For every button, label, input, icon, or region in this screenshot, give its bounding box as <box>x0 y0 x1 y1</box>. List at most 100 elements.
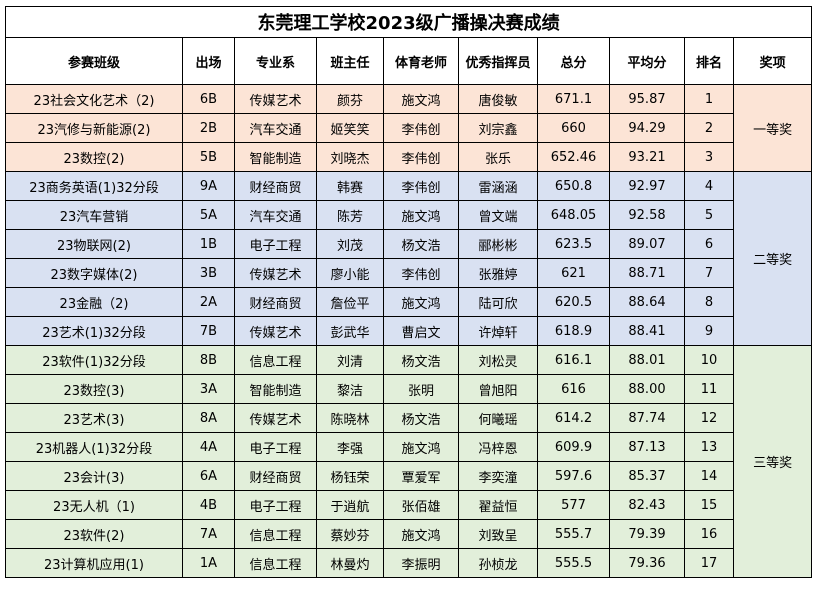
table-row: 23数控(3) 3A 智能制造 黎洁 张明 曾旭阳 616 88.00 11 <box>5 374 812 404</box>
pe-teacher-cell: 杨文浩 <box>383 229 459 259</box>
table-row: 23物联网(2) 1B 电子工程 刘茂 杨文浩 郦彬彬 623.5 89.07 6 <box>5 229 812 259</box>
average-cell: 79.36 <box>609 548 685 578</box>
pe-teacher-cell: 施文鸿 <box>383 84 459 114</box>
average-cell: 82.43 <box>609 490 685 520</box>
class-cell: 23汽修与新能源(2) <box>5 113 183 143</box>
leader-cell: 李奕潼 <box>458 461 538 491</box>
pe-teacher-cell: 覃爱军 <box>383 461 459 491</box>
average-cell: 85.37 <box>609 461 685 491</box>
order-cell: 9A <box>182 171 235 201</box>
head-teacher-cell: 蔡妙芬 <box>316 519 384 549</box>
head-teacher-cell: 陈芳 <box>316 200 384 230</box>
leader-cell: 唐俊敏 <box>458 84 538 114</box>
table-row: 23会计(3) 6A 财经商贸 杨钰荣 覃爱军 李奕潼 597.6 85.37 14 <box>5 461 812 491</box>
department-cell: 传媒艺术 <box>234 403 317 433</box>
header-total: 总分 <box>537 37 610 85</box>
rank-cell: 11 <box>684 374 734 404</box>
order-cell: 3A <box>182 374 235 404</box>
pe-teacher-cell: 李伟创 <box>383 258 459 288</box>
department-cell: 汽车交通 <box>234 200 317 230</box>
average-cell: 88.00 <box>609 374 685 404</box>
class-cell: 23数控(3) <box>5 374 183 404</box>
head-teacher-cell: 韩赛 <box>316 171 384 201</box>
class-cell: 23汽车营销 <box>5 200 183 230</box>
total-cell: 621 <box>537 258 610 288</box>
rank-cell: 5 <box>684 200 734 230</box>
department-cell: 财经商贸 <box>234 461 317 491</box>
table-row: 23汽修与新能源(2) 2B 汽车交通 姬笑笑 李伟创 刘宗鑫 660 94.29 2 <box>5 113 812 143</box>
average-cell: 88.71 <box>609 258 685 288</box>
order-cell: 7A <box>182 519 235 549</box>
head-teacher-cell: 廖小能 <box>316 258 384 288</box>
class-cell: 23数控(2) <box>5 142 183 172</box>
order-cell: 4B <box>182 490 235 520</box>
pe-teacher-cell: 曹启文 <box>383 316 459 346</box>
rank-cell: 6 <box>684 229 734 259</box>
order-cell: 6A <box>182 461 235 491</box>
class-cell: 23数字媒体(2) <box>5 258 183 288</box>
order-cell: 8B <box>182 345 235 375</box>
total-cell: 671.1 <box>537 84 610 114</box>
total-cell: 616 <box>537 374 610 404</box>
rank-cell: 15 <box>684 490 734 520</box>
department-cell: 智能制造 <box>234 374 317 404</box>
pe-teacher-cell: 张佰雄 <box>383 490 459 520</box>
table-title: 东莞理工学校2023级广播操决赛成绩 <box>4 6 813 38</box>
class-cell: 23机器人(1)32分段 <box>5 432 183 462</box>
leader-cell: 刘松灵 <box>458 345 538 375</box>
rank-cell: 13 <box>684 432 734 462</box>
department-cell: 信息工程 <box>234 548 317 578</box>
department-cell: 智能制造 <box>234 142 317 172</box>
department-cell: 传媒艺术 <box>234 84 317 114</box>
pe-teacher-cell: 李伟创 <box>383 113 459 143</box>
pe-teacher-cell: 李振明 <box>383 548 459 578</box>
class-cell: 23会计(3) <box>5 461 183 491</box>
table-row: 23数控(2) 5B 智能制造 刘晓杰 李伟创 张乐 652.46 93.21 3 <box>5 142 812 172</box>
order-cell: 4A <box>182 432 235 462</box>
total-cell: 623.5 <box>537 229 610 259</box>
class-cell: 23社会文化艺术（2) <box>5 84 183 114</box>
rank-cell: 16 <box>684 519 734 549</box>
head-teacher-cell: 黎洁 <box>316 374 384 404</box>
results-table: 东莞理工学校2023级广播操决赛成绩 参赛班级 出场 专业系 班主任 体育老师 … <box>4 6 813 578</box>
department-cell: 传媒艺术 <box>234 258 317 288</box>
total-cell: 650.8 <box>537 171 610 201</box>
head-teacher-cell: 刘清 <box>316 345 384 375</box>
leader-cell: 刘致呈 <box>458 519 538 549</box>
average-cell: 88.01 <box>609 345 685 375</box>
average-cell: 92.58 <box>609 200 685 230</box>
total-cell: 648.05 <box>537 200 610 230</box>
pe-teacher-cell: 李伟创 <box>383 142 459 172</box>
total-cell: 652.46 <box>537 142 610 172</box>
award-cell: 二等奖 <box>732 171 813 346</box>
table-row: 23软件(2) 7A 信息工程 蔡妙芬 施文鸿 刘致呈 555.7 79.39 16 <box>5 519 812 549</box>
header-best-leader: 优秀指挥员 <box>458 37 538 85</box>
average-cell: 87.13 <box>609 432 685 462</box>
average-cell: 93.21 <box>609 142 685 172</box>
header-department: 专业系 <box>234 37 317 85</box>
head-teacher-cell: 彭武华 <box>316 316 384 346</box>
total-cell: 609.9 <box>537 432 610 462</box>
average-cell: 94.29 <box>609 113 685 143</box>
average-cell: 89.07 <box>609 229 685 259</box>
total-cell: 618.9 <box>537 316 610 346</box>
total-cell: 555.5 <box>537 548 610 578</box>
head-teacher-cell: 李强 <box>316 432 384 462</box>
average-cell: 87.74 <box>609 403 685 433</box>
average-cell: 95.87 <box>609 84 685 114</box>
leader-cell: 曾旭阳 <box>458 374 538 404</box>
class-cell: 23金融（2) <box>5 287 183 317</box>
total-cell: 660 <box>537 113 610 143</box>
table-body: 23社会文化艺术（2) 6B 传媒艺术 颜芬 施文鸿 唐俊敏 671.1 95.87 1 一等奖 2… <box>5 84 813 578</box>
rank-cell: 4 <box>684 171 734 201</box>
table-row: 23数字媒体(2) 3B 传媒艺术 廖小能 李伟创 张雅婷 621 88.71 7 <box>5 258 812 288</box>
order-cell: 2A <box>182 287 235 317</box>
department-cell: 信息工程 <box>234 519 317 549</box>
leader-cell: 刘宗鑫 <box>458 113 538 143</box>
rank-cell: 12 <box>684 403 734 433</box>
department-cell: 汽车交通 <box>234 113 317 143</box>
rank-cell: 3 <box>684 142 734 172</box>
leader-cell: 雷涵涵 <box>458 171 538 201</box>
head-teacher-cell: 姬笑笑 <box>316 113 384 143</box>
pe-teacher-cell: 施文鸿 <box>383 287 459 317</box>
